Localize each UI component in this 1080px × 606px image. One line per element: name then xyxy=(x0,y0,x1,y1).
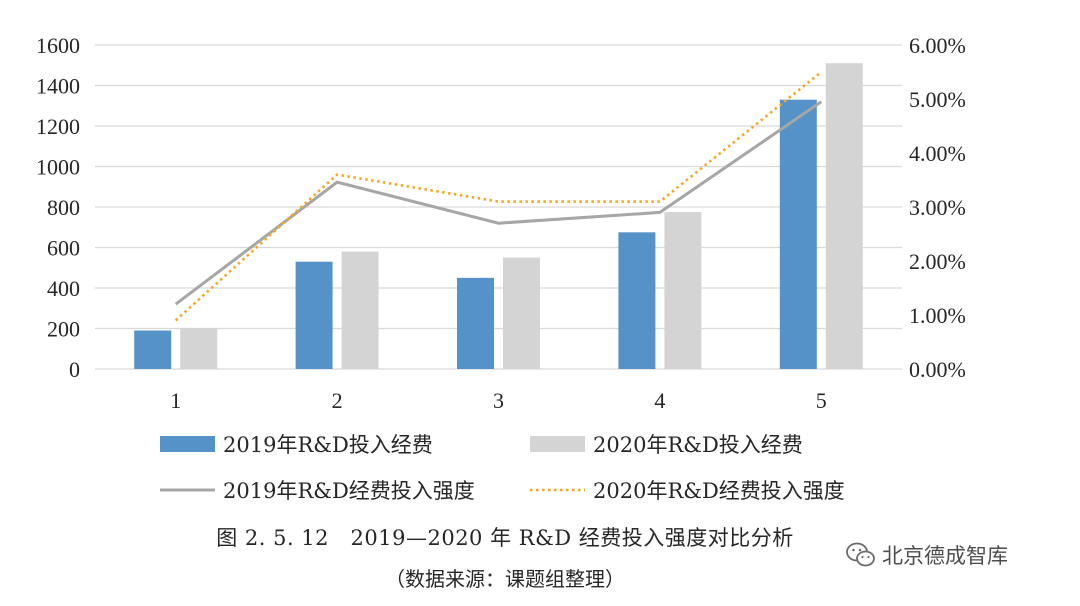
right-tick-label: 0.00% xyxy=(909,357,966,382)
x-axis-ticks: 1 2 3 4 5 xyxy=(170,388,827,413)
right-axis-ticks: 0.00% 1.00% 2.00% 3.00% 4.00% 5.00% 6.00% xyxy=(909,33,966,382)
x-tick-label: 2 xyxy=(332,388,343,413)
x-tick-label: 3 xyxy=(493,388,504,413)
legend-label: 2019年R&D经费投入强度 xyxy=(223,479,475,503)
x-tick-label: 4 xyxy=(654,388,665,413)
combo-chart: 0 200 400 600 800 1000 1200 1400 1600 0.00% 1.00%… xyxy=(36,33,966,503)
right-tick-label: 3.00% xyxy=(909,195,966,220)
line-2020-intensity xyxy=(174,70,823,322)
watermark-text: 北京德成智库 xyxy=(882,544,1008,568)
figure-caption: 图 2. 5. 12 2019—2020 年 R&D 经费投入强度对比分析 xyxy=(216,526,794,550)
line-2019-intensity xyxy=(174,100,823,306)
bar-2019 xyxy=(134,330,172,369)
legend-swatch xyxy=(530,436,585,452)
wechat-icon xyxy=(846,542,875,567)
left-tick-label: 1600 xyxy=(36,33,80,58)
bar-2020 xyxy=(341,251,379,369)
bar-2020 xyxy=(180,328,218,369)
left-tick-label: 200 xyxy=(47,317,80,342)
left-tick-label: 800 xyxy=(47,195,80,220)
bar-2019 xyxy=(457,277,494,369)
bar-2020 xyxy=(503,257,540,369)
bar-2019 xyxy=(618,232,656,369)
legend: 2019年R&D投入经费 2020年R&D投入经费 2019年R&D经费投入强度 20… xyxy=(160,433,845,503)
right-tick-label: 6.00% xyxy=(909,33,966,58)
x-tick-label: 1 xyxy=(170,388,181,413)
figure-source: （数据来源：课题组整理） xyxy=(385,567,625,591)
legend-label: 2020年R&D投入经费 xyxy=(593,433,803,457)
watermark: 北京德成智库 xyxy=(846,540,1008,570)
bar-2019 xyxy=(295,261,333,369)
left-tick-label: 1000 xyxy=(36,155,80,180)
legend-label: 2020年R&D经费投入强度 xyxy=(593,479,845,503)
left-tick-label: 1400 xyxy=(36,74,80,99)
left-tick-label: 600 xyxy=(47,236,80,261)
bar-2019 xyxy=(779,99,817,370)
bar-2020 xyxy=(825,63,863,369)
right-tick-label: 5.00% xyxy=(909,87,966,112)
left-tick-label: 1200 xyxy=(36,114,80,139)
right-tick-label: 1.00% xyxy=(909,303,966,328)
right-tick-label: 2.00% xyxy=(909,249,966,274)
bar-2020 xyxy=(664,212,702,369)
x-tick-label: 5 xyxy=(816,388,827,413)
left-tick-label: 0 xyxy=(69,357,80,382)
left-axis-ticks: 0 200 400 600 800 1000 1200 1400 1600 xyxy=(36,33,80,382)
bars xyxy=(134,63,863,370)
lines xyxy=(174,70,823,322)
legend-swatch xyxy=(160,436,215,452)
gridlines xyxy=(95,44,902,370)
legend-label: 2019年R&D投入经费 xyxy=(223,433,433,457)
right-tick-label: 4.00% xyxy=(909,141,966,166)
left-tick-label: 400 xyxy=(47,276,80,301)
